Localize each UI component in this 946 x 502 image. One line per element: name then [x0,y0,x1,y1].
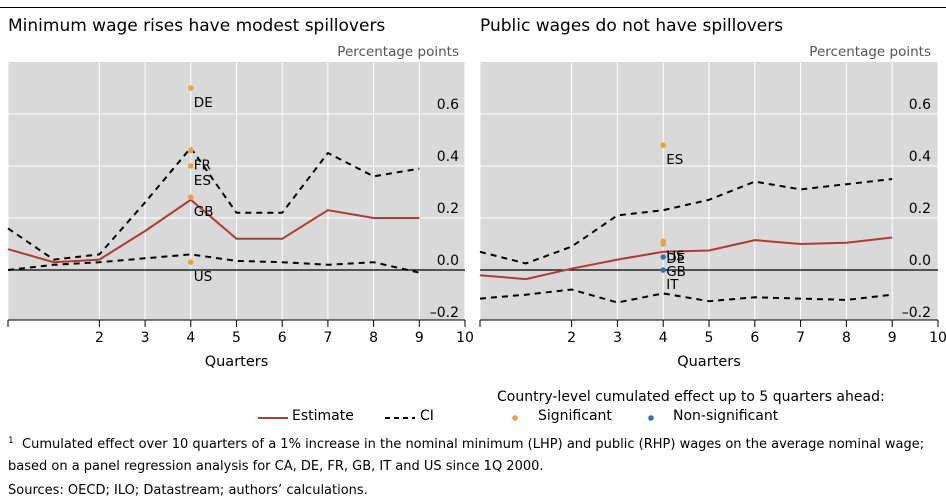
footnote-sources: Sources: OECD; ILO; Datastream; authors’… [8,483,368,498]
left-xtick-label-10: 10 [456,330,473,346]
right-ytick-label-0: 0.6 [909,97,931,113]
right-point-es [660,142,666,148]
right-point-label-us: US [666,248,684,264]
right-xtick-label-8: 8 [842,330,851,346]
footnote-line-1: 1 Cumulated effect over 10 quarters of a… [8,436,925,452]
left-ytick-label-0: 0.6 [437,97,459,113]
left-x-axis-label: Quarters [205,354,269,370]
left-xtick-label-9: 9 [415,330,424,346]
legend-nonsignificant-dot [648,415,654,421]
left-xtick-label-2: 2 [95,330,104,346]
footnote-text-1: Cumulated effect over 10 quarters of a 1… [22,437,925,452]
left-xtick-label-5: 5 [232,330,241,346]
right-xtick-label-4: 4 [659,330,668,346]
left-point-label-gb: GB [194,204,214,220]
right-xtick-label-5: 5 [705,330,714,346]
left-point-label-es: ES [194,173,211,189]
left-series-1-ci [7,146,420,261]
left-point-de [188,85,194,91]
left-chart-title: Minimum wage rises have modest spillover… [8,16,386,36]
right-xtick-label-10: 10 [929,330,946,346]
right-chart-title: Public wages do not have spillovers [480,16,784,36]
legend-estimate-swatch [258,417,288,419]
right-xtick-label-7: 7 [796,330,805,346]
right-point-label-gb: GB [666,264,686,280]
left-ytick-label-1: 0.4 [437,149,459,165]
left-point-es [188,163,194,169]
right-ytick-label-4: –0.2 [902,305,931,321]
right-ytick-label-1: 0.4 [909,149,931,165]
right-xtick-label-3: 3 [613,330,622,346]
right-point-label-it: IT [666,277,679,293]
legend-estimate-label: Estimate [292,408,354,424]
right-series-2-ci [479,288,893,304]
left-xtick-label-8: 8 [369,330,378,346]
right-point-gb [660,254,666,260]
right-point-de [660,241,666,247]
left-xtick-label-3: 3 [141,330,150,346]
left-ytick-label-3: 0.0 [437,253,459,269]
top-rule [0,7,946,8]
left-point-label-us: US [194,269,212,285]
left-ytick-label-2: 0.2 [437,201,459,217]
left-xtick-label-4: 4 [186,330,195,346]
left-xtick-label-6: 6 [278,330,287,346]
left-xtick-label-7: 7 [323,330,332,346]
left-chart-units: Percentage points [337,44,459,60]
right-point-it [660,267,666,273]
right-x-axis-label: Quarters [677,354,741,370]
right-xtick-label-2: 2 [567,330,576,346]
left-series-2-ci [7,253,420,274]
left-point-label-de: DE [194,95,213,111]
right-xtick-label-9: 9 [888,330,897,346]
left-point-us [188,259,194,266]
left-point-gb [188,194,194,200]
legend-ci-label: CI [420,408,434,424]
left-point-fr [188,147,194,154]
left-ytick-label-4: –0.2 [430,305,459,321]
right-point-label-de: DE [666,251,685,267]
right-chart-units: Percentage points [809,44,931,60]
right-xtick-label-6: 6 [750,330,759,346]
left-series-0-estimate [7,198,420,264]
legend-significant-label: Significant [538,408,612,424]
left-point-label-fr: FR [194,157,211,173]
legend-ci-swatch [385,417,415,419]
legend-significant-dot [512,415,518,421]
right-series-0-estimate [479,236,893,281]
right-ytick-label-3: 0.0 [909,253,931,269]
right-ytick-label-2: 0.2 [909,201,931,217]
right-series-1-ci [479,178,893,265]
right-point-label-es: ES [666,152,683,168]
footnote-marker: 1 [8,436,14,446]
footnote-line-2: based on a panel regression analysis for… [8,459,544,474]
legend-nonsignificant-label: Non-significant [673,408,779,424]
legend-country-title: Country-level cumulated effect up to 5 q… [497,389,885,405]
